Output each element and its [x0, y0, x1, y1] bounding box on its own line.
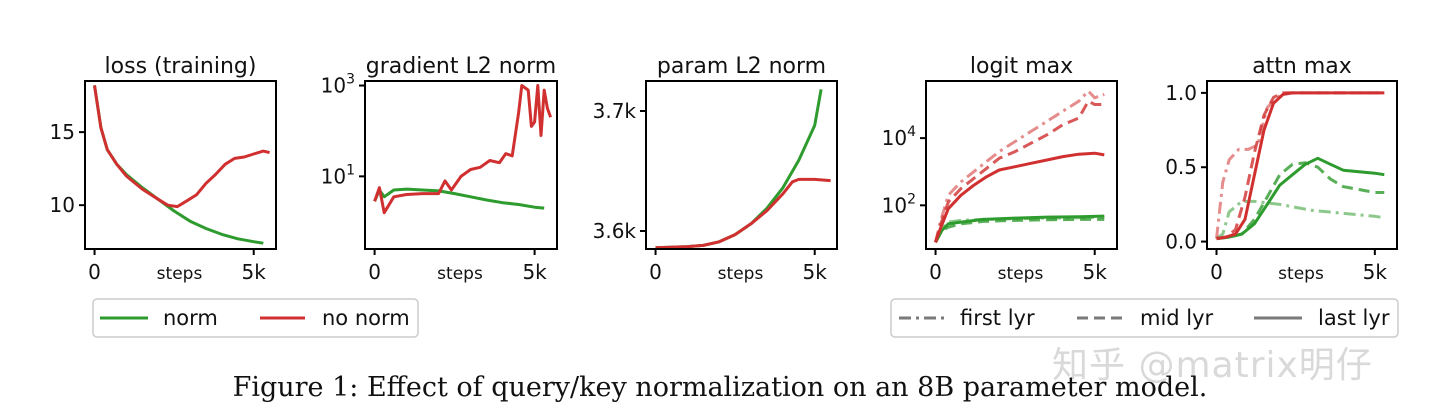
- series-group: [93, 85, 270, 245]
- y-tick-label: 0.0: [1165, 230, 1197, 254]
- x-axis-label: steps: [157, 264, 203, 284]
- chart-panel-3: param L2 norm 0 5k steps 3.6k 3.7k: [593, 54, 838, 284]
- axes-frame: [1206, 80, 1398, 250]
- series-group: [655, 89, 831, 249]
- figure-caption: Figure 1: Effect of query/key normalizat…: [232, 372, 1208, 403]
- series-line-norm: [655, 89, 823, 249]
- chart-title: attn max: [1252, 54, 1352, 79]
- axes-frame: [645, 80, 838, 250]
- chart-panel-2: gradient L2 norm 0 5k steps 101 103: [321, 54, 558, 284]
- x-tick-label: 0: [368, 260, 381, 284]
- legend-label: norm: [163, 306, 218, 330]
- legend-frame: [890, 298, 1399, 338]
- y-tick-label: 15: [50, 120, 75, 144]
- chart-title: param L2 norm: [657, 54, 826, 79]
- series-line-no-norm-last-lyr: [934, 151, 1105, 243]
- x-tick-label: 0: [929, 260, 942, 284]
- series-line-norm: [373, 187, 545, 210]
- legend-label: first lyr: [960, 306, 1035, 330]
- x-tick-label: 5k: [242, 260, 267, 284]
- x-tick-label: 5k: [1363, 260, 1388, 284]
- series-group: [1215, 91, 1385, 241]
- series-line-no-norm-mid-lyr: [1216, 91, 1385, 241]
- y-tick-label: 3.7k: [593, 99, 637, 123]
- series-line-norm-mid-lyr: [934, 217, 1105, 244]
- y-tick-label: 104: [882, 124, 916, 150]
- legend-label: last lyr: [1318, 306, 1390, 330]
- chart-title: logit max: [970, 54, 1073, 79]
- x-axis-label: steps: [998, 264, 1044, 284]
- legend-frame: [92, 298, 419, 338]
- x-tick-label: 5k: [1083, 260, 1108, 284]
- y-tick-label: 3.6k: [593, 219, 637, 243]
- axes-frame: [364, 80, 558, 250]
- series-line-no-norm-first-lyr: [934, 89, 1105, 243]
- chart-panel-1: loss (training) 0 5k steps 10 15: [50, 54, 277, 284]
- watermark-text: 知乎 @matrix明仔: [1052, 345, 1373, 386]
- color-legend: norm no norm: [92, 298, 419, 338]
- series-group: [934, 89, 1105, 244]
- legend-label: no norm: [322, 306, 410, 330]
- x-axis-label: steps: [437, 264, 483, 284]
- chart-title: gradient L2 norm: [366, 54, 556, 79]
- series-line-no-norm-last-lyr: [1216, 91, 1385, 241]
- chart-panel-5: attn max 0 5k steps 0.0 0.5 1.0: [1165, 54, 1398, 284]
- chart-panel-4: logit max 0 5k steps 102 104: [882, 54, 1118, 284]
- chart-title: loss (training): [105, 54, 257, 79]
- y-tick-label: 1.0: [1165, 81, 1197, 105]
- series-line-no-norm: [373, 84, 553, 215]
- series-line-norm: [93, 85, 264, 245]
- x-tick-label: 5k: [522, 260, 547, 284]
- y-tick-label: 0.5: [1165, 155, 1197, 179]
- y-tick-label: 103: [321, 72, 355, 98]
- axes-frame: [84, 80, 277, 250]
- series-line-no-norm-mid-lyr: [934, 99, 1105, 243]
- y-tick-label: 101: [321, 162, 355, 188]
- x-axis-label: steps: [718, 264, 764, 284]
- legend-label: mid lyr: [1140, 306, 1214, 330]
- x-tick-label: 5k: [803, 260, 828, 284]
- series-group: [373, 84, 553, 215]
- series-line-no-norm-first-lyr: [1215, 91, 1385, 239]
- x-tick-label: 0: [88, 260, 101, 284]
- series-line-norm-first-lyr: [1215, 199, 1385, 240]
- x-tick-label: 0: [1210, 260, 1223, 284]
- series-line-norm-mid-lyr: [1216, 161, 1385, 241]
- series-line-norm-last-lyr: [1216, 156, 1385, 241]
- x-tick-label: 0: [649, 260, 662, 284]
- x-axis-label: steps: [1278, 264, 1324, 284]
- series-line-norm-last-lyr: [934, 214, 1105, 244]
- series-line-no-norm: [655, 177, 831, 249]
- style-legend: first lyr mid lyr last lyr: [890, 298, 1399, 338]
- y-tick-label: 102: [882, 191, 916, 217]
- axes-frame: [925, 80, 1118, 250]
- series-line-no-norm: [93, 85, 270, 209]
- y-tick-label: 10: [50, 193, 75, 217]
